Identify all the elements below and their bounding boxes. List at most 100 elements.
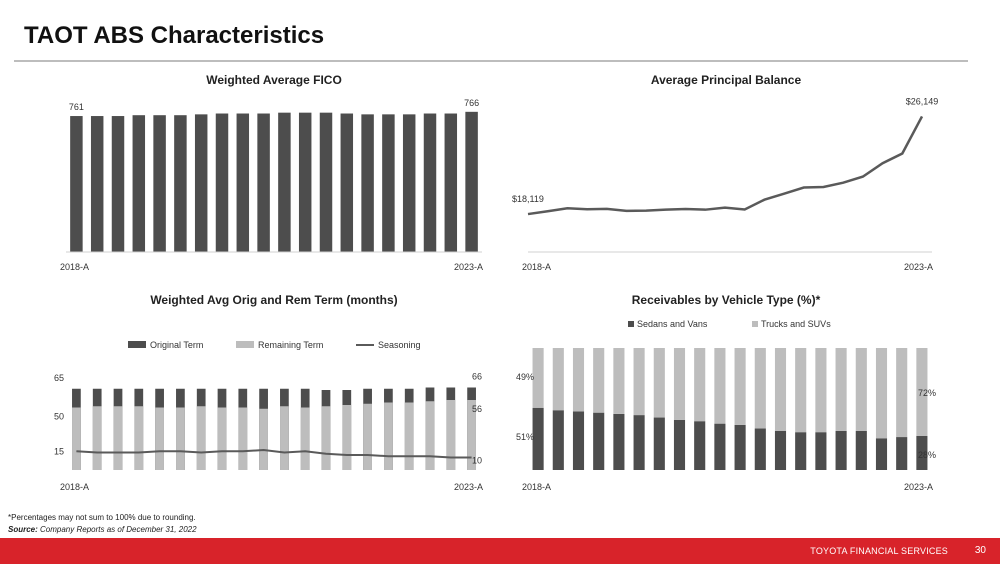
rem-term-bar (446, 400, 456, 470)
legend-label-2: Seasoning (378, 340, 421, 350)
seasoning-line (76, 448, 472, 459)
sedans-bar (673, 419, 686, 470)
x-start-label: 2018-A (522, 482, 551, 492)
sedans-bar (714, 423, 726, 470)
trucks-bar (855, 348, 867, 431)
principal-data-label: $18,119 (512, 194, 544, 204)
x-start-label: 2018-A (60, 262, 89, 272)
charts-canvas: Weighted Average FICO 761 766 2018-A 2023-A A… (54, 73, 938, 492)
legend-swatch-vehicle-0 (628, 321, 634, 327)
fico-data-label: 766 (464, 98, 479, 108)
sedans-bar (774, 430, 787, 470)
x-start-label: 2018-A (60, 482, 89, 492)
trucks-bar (532, 348, 544, 408)
page-number: 30 (974, 545, 986, 556)
footnote-rounding: *Percentages may not sum to 100% due to … (8, 513, 196, 522)
fico-bar (194, 114, 208, 252)
term-data-label: 50 (54, 412, 64, 422)
principal-line (527, 115, 924, 216)
rem-term-bar (363, 403, 372, 470)
vehicle-data-label: 49% (516, 372, 534, 382)
fico-bar (465, 111, 478, 252)
trucks-bar (552, 348, 564, 411)
trucks-bar (795, 348, 807, 433)
fico-bar (215, 113, 229, 252)
page-title: TAOT ABS Characteristics (24, 22, 325, 49)
vehicle-data-label: 28% (918, 450, 936, 460)
legend-swatch-0 (128, 341, 146, 348)
fico-bar (361, 114, 374, 252)
term-data-label: 15 (54, 446, 64, 456)
legend-swatch-1 (236, 341, 254, 348)
trucks-bar (633, 348, 645, 416)
fico-bar (444, 113, 458, 252)
footer-brand: TOYOTA FINANCIAL SERVICES (810, 546, 948, 556)
chart-title-vehicle: Receivables by Vehicle Type (%)* (632, 293, 821, 307)
rem-term-bar (300, 407, 310, 470)
legend-swatch-vehicle-1 (752, 321, 758, 327)
rem-term-bar (72, 407, 81, 470)
rem-term-bar (259, 408, 268, 470)
sedans-bar (795, 432, 807, 470)
legend-label-0: Original Term (150, 340, 203, 350)
rem-term-bar (280, 406, 289, 470)
rem-term-bar (176, 407, 185, 470)
trucks-bar (593, 348, 605, 413)
sedans-bar (653, 417, 665, 470)
sedans-bar (815, 432, 827, 470)
legend-label-vehicle-1: Trucks and SUVs (761, 319, 831, 329)
trucks-bar (916, 348, 928, 436)
sedans-bar (694, 421, 706, 470)
trucks-bar (613, 348, 625, 414)
fico-bar (298, 112, 312, 253)
rem-term-bar (342, 405, 352, 470)
sedans-bar (875, 438, 888, 470)
sedans-bar (593, 412, 605, 470)
rem-term-bar (467, 400, 476, 470)
vehicle-data-label: 51% (516, 432, 534, 442)
trucks-bar (714, 348, 726, 424)
x-start-label: 2018-A (522, 262, 551, 272)
fico-bar (174, 115, 187, 252)
term-data-label: 10 (472, 456, 482, 466)
term-data-label: 65 (54, 373, 64, 383)
rem-term-bar (113, 406, 123, 470)
fico-bar (90, 116, 104, 253)
trucks-bar (815, 348, 827, 433)
fico-bar (402, 114, 416, 252)
fico-bar (382, 114, 395, 252)
trucks-bar (734, 348, 746, 425)
fico-bar (278, 112, 291, 253)
term-data-label: 56 (472, 404, 482, 414)
sedans-bar (754, 428, 766, 470)
chart-title-fico: Weighted Average FICO (206, 73, 342, 87)
legend-label-1: Remaining Term (258, 340, 323, 350)
footer-bar: TOYOTA FINANCIAL SERVICES 30 (0, 538, 1000, 564)
fico-bar (340, 113, 354, 252)
vehicle-data-label: 72% (918, 388, 936, 398)
trucks-bar (754, 348, 766, 429)
trucks-bar (673, 348, 686, 420)
fico-bar (70, 116, 83, 253)
fico-bar (423, 113, 437, 252)
sedans-bar (552, 410, 564, 470)
sedans-bar (572, 411, 585, 470)
sedans-bar (734, 424, 746, 470)
fico-bar (153, 115, 166, 252)
fico-bar (319, 112, 333, 253)
sedans-bar (532, 407, 544, 470)
x-end-label: 2023-A (904, 262, 933, 272)
rem-term-bar (321, 406, 331, 470)
chart-title-principal: Average Principal Balance (651, 73, 802, 87)
rem-term-bar (155, 407, 164, 470)
fico-bar (111, 116, 125, 253)
x-end-label: 2023-A (904, 482, 933, 492)
term-data-label: 66 (472, 372, 482, 382)
rem-term-bar (384, 402, 393, 470)
source-text: Company Reports as of December 31, 2022 (37, 525, 197, 534)
rem-term-bar (404, 402, 414, 470)
trucks-bar (896, 348, 908, 438)
legend-label-vehicle-0: Sedans and Vans (637, 319, 708, 329)
rem-term-bar (217, 407, 227, 470)
fico-data-label: 761 (69, 102, 84, 112)
